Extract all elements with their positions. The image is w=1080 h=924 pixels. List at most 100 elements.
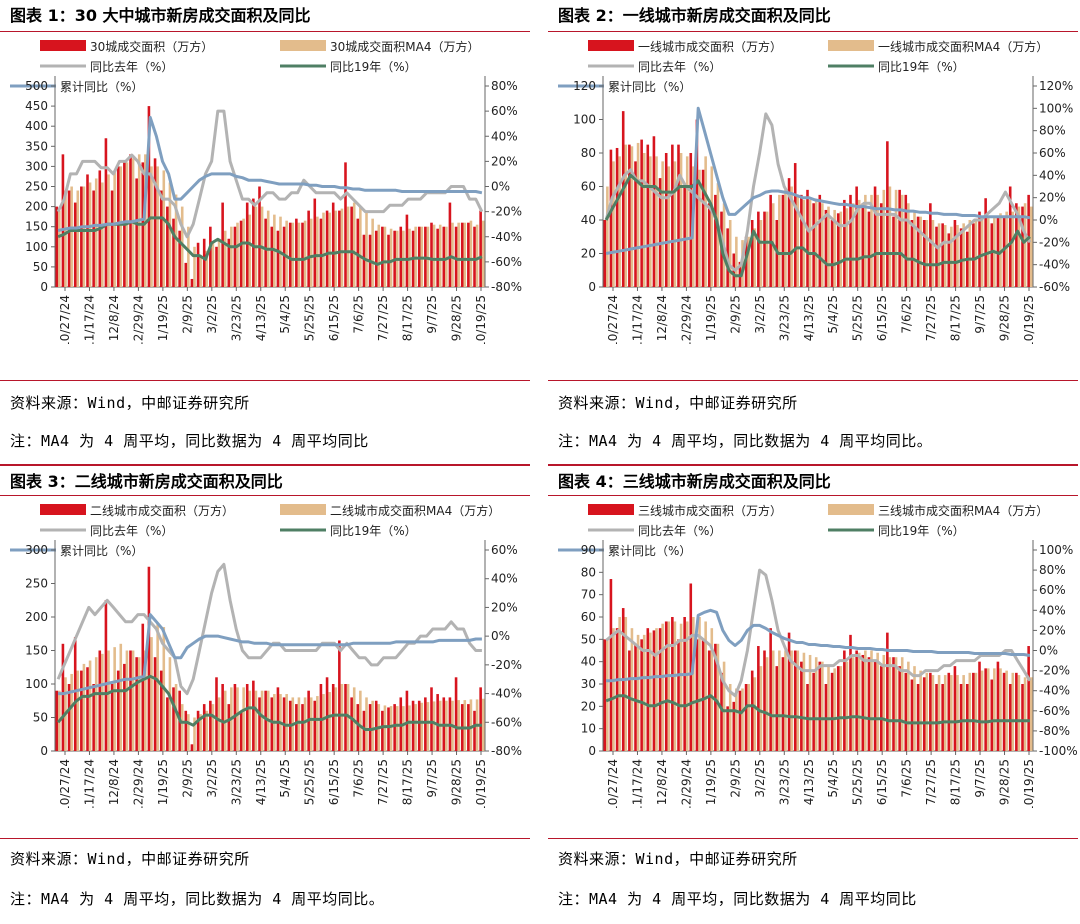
area-bar	[904, 194, 908, 287]
x-tick-label: 5/4/25	[826, 295, 840, 334]
area-bar	[628, 650, 631, 751]
ma4-bar	[999, 668, 1002, 751]
area-bar	[861, 654, 865, 751]
ma4-bar	[790, 650, 793, 751]
area-bar	[628, 144, 631, 287]
area-bar	[910, 220, 914, 287]
area-bar	[356, 218, 360, 287]
source-text: 资料来源：Wind，中邮证券研究所	[558, 394, 798, 412]
area-bar	[781, 657, 785, 751]
left-tick-label: 100	[25, 677, 48, 691]
ma4-bar	[119, 166, 123, 287]
legend-label: 30城成交面积（万方）	[90, 39, 213, 54]
legend-label: 同比19年（%）	[330, 60, 417, 74]
ma4-bar	[778, 650, 781, 751]
area-bar	[227, 238, 231, 287]
area-bar	[886, 632, 889, 751]
area-bar	[714, 643, 717, 751]
area-bar	[714, 194, 717, 287]
area-bar	[922, 677, 926, 751]
area-bar	[405, 214, 409, 287]
x-tick-label: 9/28/25	[450, 759, 464, 805]
area-bar	[98, 650, 102, 751]
left-tick-label: 450	[25, 99, 48, 113]
area-bar	[830, 220, 834, 287]
area-bar	[129, 650, 132, 751]
x-tick-label: 4/13/25	[254, 295, 268, 341]
area-bar	[800, 194, 803, 287]
ma4-bar	[432, 224, 436, 287]
ma4-bar	[735, 688, 738, 751]
left-tick-label: 30	[581, 677, 596, 691]
left-tick-label: 10	[581, 722, 596, 736]
right-tick-label: 60%	[1039, 146, 1066, 160]
area-bar	[769, 628, 772, 751]
chart: 30城成交面积（万方） 30城成交面积MA4（万方） 同比去年（%） 同比19年（%）…	[10, 39, 522, 344]
area-bar	[707, 203, 711, 287]
ma4-bar	[303, 697, 307, 751]
right-tick-label: 100%	[1039, 543, 1073, 557]
area-bar	[757, 646, 760, 751]
x-tick-label: 2/9/25	[180, 759, 194, 798]
ma4-bar	[827, 666, 830, 751]
area-bar	[843, 650, 846, 751]
area-bar	[307, 210, 310, 287]
x-tick-label: 3/2/25	[205, 759, 219, 798]
right-tick-label: -20%	[491, 658, 522, 672]
area-bar	[849, 194, 852, 287]
area-bar	[374, 230, 378, 287]
ma4-bar	[919, 216, 922, 287]
area-bar	[178, 230, 181, 287]
legend: 30城成交面积（万方） 30城成交面积MA4（万方） 同比去年（%） 同比19年（%）…	[10, 39, 479, 94]
area-bar	[184, 262, 188, 287]
area-bar	[313, 198, 317, 287]
legend-label: 同比19年（%）	[330, 524, 417, 538]
ma4-bar	[211, 704, 215, 751]
ma4-bar	[174, 684, 178, 751]
area-bar	[368, 704, 372, 751]
ma4-bar	[469, 220, 473, 287]
area-bar	[953, 666, 957, 751]
ma4-bar	[956, 225, 959, 287]
x-tick-label: 8/17/25	[949, 295, 963, 341]
legend-label: 同比去年（%）	[638, 524, 721, 538]
note-text: 注：MA4 为 4 周平均，同比数据为 4 周平均同比。	[558, 432, 933, 450]
ma4-bar	[925, 672, 929, 751]
area-bar	[603, 220, 607, 287]
area-bar	[984, 198, 987, 287]
area-bar	[344, 684, 347, 751]
ma4-bar	[64, 190, 67, 287]
area-bar	[861, 203, 865, 287]
area-bar	[904, 672, 908, 751]
area-bar	[190, 744, 194, 751]
ma4-bar	[606, 639, 609, 751]
area-bar	[922, 220, 926, 287]
ma4-bar	[199, 714, 202, 751]
area-bar	[947, 672, 951, 751]
area-bar	[867, 211, 871, 287]
right-tick-label: 40%	[1039, 168, 1066, 182]
area-bar	[245, 684, 249, 751]
area-bar	[110, 190, 114, 287]
area-bar	[972, 672, 975, 751]
right-tick-label: 40%	[491, 129, 518, 143]
area-bar	[270, 697, 274, 751]
divider	[548, 380, 1078, 381]
ma4-bar	[974, 672, 978, 751]
ma4-bar	[894, 657, 898, 751]
ma4-bar	[925, 220, 929, 287]
area-bar	[707, 650, 711, 751]
area-bar	[258, 697, 261, 751]
ma4-bar	[88, 660, 92, 751]
area-bar	[405, 690, 409, 751]
ma4-bar	[144, 650, 147, 751]
area-bar	[836, 213, 840, 287]
ma4-bar	[624, 617, 628, 751]
area-bar	[276, 230, 280, 287]
left-tick-label: 50	[581, 632, 596, 646]
yoy-last-year-line	[56, 109, 484, 239]
area-bar	[135, 178, 138, 287]
ma4-bar	[420, 702, 424, 751]
area-bar	[301, 222, 304, 287]
area-bar	[110, 684, 114, 751]
